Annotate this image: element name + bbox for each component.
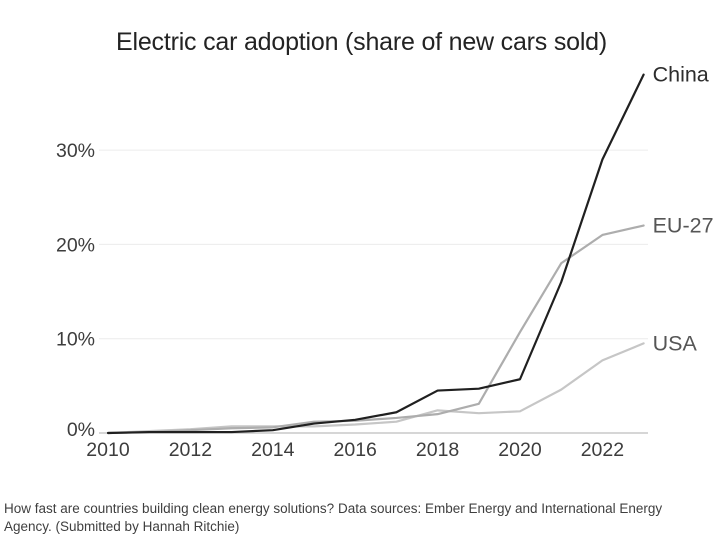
x-tick-label-2010: 2010 [86,439,130,461]
x-tick-label-2018: 2018 [416,439,459,461]
series-line-china [106,73,645,435]
chart-title: Electric car adoption (share of new cars… [115,28,608,56]
x-tick-label-2016: 2016 [334,439,377,461]
x-tick-label-2012: 2012 [169,439,212,461]
y-tick-label-10: 10% [56,329,95,351]
y-tick-label-0: 0% [67,419,95,441]
series-label-china: China [653,63,709,87]
caption: How fast are countries building clean en… [4,500,720,535]
y-tick-label-30: 30% [56,140,95,162]
y-tick-label-20: 20% [56,234,95,256]
series-label-usa: USA [653,331,698,355]
caption-line-2: Agency. (Submitted by Hannah Ritchie) [4,518,240,534]
x-tick-label-2022: 2022 [581,439,624,461]
x-tick-label-2020: 2020 [498,439,542,461]
series-label-eu-27: EU-27 [653,214,714,238]
caption-line-1: How fast are countries building clean en… [4,501,663,516]
series-line-eu-27 [106,224,645,435]
x-tick-label-2014: 2014 [251,439,295,461]
